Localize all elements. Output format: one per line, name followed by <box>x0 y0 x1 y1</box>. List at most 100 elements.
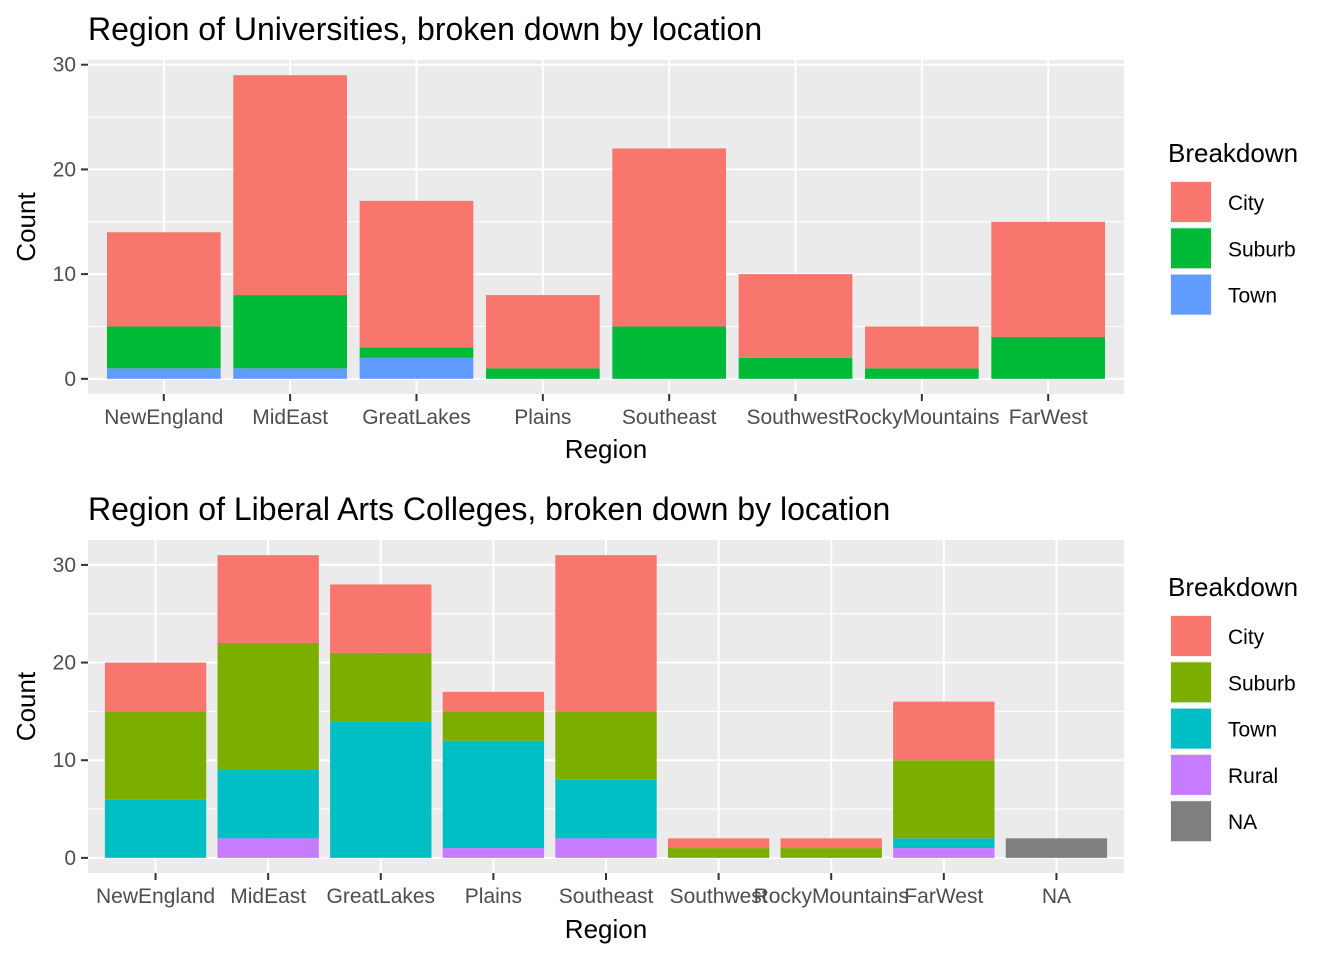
bar-suburb-southeast <box>555 711 657 780</box>
x-tick-label: Southwest <box>746 406 844 429</box>
chart-2: Region of Liberal Arts Colleges, broken … <box>11 491 1298 944</box>
bar-town-mideast <box>233 368 347 379</box>
x-tick-label: NewEngland <box>96 885 215 908</box>
legend-swatch-na <box>1171 801 1211 842</box>
legend-label-town: Town <box>1228 719 1277 742</box>
bar-suburb-mideast <box>217 643 319 770</box>
y-tick-label: 20 <box>53 652 76 675</box>
bar-suburb-newengland <box>106 326 221 369</box>
bar-suburb-southeast <box>612 326 727 379</box>
bar-city-newengland <box>104 662 207 712</box>
legend-label-suburb: Suburb <box>1228 672 1296 695</box>
bar-rural-mideast <box>217 838 319 858</box>
y-tick-label: 30 <box>53 554 76 577</box>
bar-town-newengland <box>104 799 207 858</box>
legend-label-city: City <box>1228 626 1265 649</box>
bar-suburb-rockymountains <box>780 848 882 858</box>
legend-swatch-city <box>1171 182 1211 222</box>
bar-suburb-greatlakes <box>330 652 432 722</box>
y-tick-label: 0 <box>64 847 76 870</box>
legend-label-town: Town <box>1228 285 1277 308</box>
bar-suburb-plains <box>485 368 600 379</box>
bar-city-southeast <box>612 148 727 327</box>
x-tick-label: FarWest <box>904 885 983 908</box>
y-tick-label: 30 <box>53 54 76 77</box>
x-tick-label: MidEast <box>230 885 306 908</box>
bar-city-plains <box>442 691 545 712</box>
x-tick-label: Southwest <box>670 885 768 908</box>
legend-swatch-city <box>1171 616 1211 656</box>
bar-town-plains <box>442 740 545 849</box>
legend-label-suburb: Suburb <box>1228 238 1296 261</box>
bar-suburb-newengland <box>104 711 207 800</box>
chart-title: Region of Liberal Arts Colleges, broken … <box>88 491 890 527</box>
y-tick-label: 10 <box>53 749 76 772</box>
y-tick-label: 10 <box>53 263 76 286</box>
legend-swatch-town <box>1171 274 1211 315</box>
bar-city-newengland <box>106 232 221 327</box>
bar-suburb-rockymountains <box>865 368 979 379</box>
bar-city-mideast <box>217 555 319 644</box>
x-tick-label: Plains <box>465 885 522 908</box>
y-tick-label: 0 <box>64 368 76 391</box>
bar-town-greatlakes <box>330 721 432 858</box>
bar-city-farwest <box>991 221 1106 337</box>
bar-suburb-southwest <box>738 357 853 379</box>
bar-suburb-mideast <box>233 295 347 369</box>
legend: Breakdown City Suburb Town Rural NA <box>1168 572 1298 843</box>
legend-label-city: City <box>1228 192 1265 215</box>
legend-title: Breakdown <box>1168 138 1298 168</box>
x-tick-label: RockyMountains <box>754 885 909 908</box>
bar-na-na <box>1005 838 1108 858</box>
legend-label-na: NA <box>1228 811 1257 834</box>
chart-1: Region of Universities, broken down by l… <box>11 11 1298 464</box>
bar-city-farwest <box>893 701 995 761</box>
bar-city-rockymountains <box>780 838 882 849</box>
bar-rural-southeast <box>555 838 657 858</box>
x-tick-label: MidEast <box>252 406 328 429</box>
legend: Breakdown City Suburb Town <box>1168 138 1298 316</box>
bar-city-greatlakes <box>359 200 474 348</box>
bar-city-mideast <box>233 75 347 296</box>
bar-town-greatlakes <box>359 357 474 379</box>
x-tick-label: Plains <box>514 406 571 429</box>
x-tick-label: NewEngland <box>104 406 223 429</box>
bar-town-mideast <box>217 769 319 839</box>
bar-city-plains <box>485 295 600 369</box>
chart-title: Region of Universities, broken down by l… <box>88 11 762 47</box>
legend-label-rural: Rural <box>1228 765 1278 788</box>
legend-swatch-suburb <box>1171 228 1211 269</box>
bar-town-southeast <box>555 779 657 839</box>
x-tick-label: RockyMountains <box>844 406 999 429</box>
bar-suburb-farwest <box>893 760 995 839</box>
legend-swatch-suburb <box>1171 662 1211 703</box>
bar-town-newengland <box>106 368 221 379</box>
x-tick-label: NA <box>1042 885 1071 908</box>
bar-city-southwest <box>738 274 853 358</box>
bar-city-southwest <box>667 838 770 849</box>
bar-suburb-southwest <box>667 848 770 858</box>
legend-swatch-rural <box>1171 754 1211 795</box>
bar-suburb-greatlakes <box>359 347 474 358</box>
x-axis-title: Region <box>565 914 647 944</box>
x-tick-label: Southeast <box>622 406 717 429</box>
y-axis-title: Count <box>11 671 41 741</box>
bar-city-rockymountains <box>865 326 979 369</box>
bar-town-farwest <box>893 838 995 849</box>
y-tick-label: 20 <box>53 158 76 181</box>
bar-suburb-farwest <box>991 336 1106 379</box>
x-tick-label: GreatLakes <box>327 885 436 908</box>
x-axis-title: Region <box>565 434 647 464</box>
bar-city-southeast <box>555 555 657 712</box>
legend-swatch-town <box>1171 708 1211 749</box>
bar-city-greatlakes <box>330 584 432 653</box>
bar-suburb-plains <box>442 711 545 741</box>
x-tick-label: FarWest <box>1009 406 1088 429</box>
bar-rural-farwest <box>893 848 995 858</box>
bar-rural-plains <box>442 848 545 858</box>
legend-title: Breakdown <box>1168 572 1298 602</box>
x-tick-label: GreatLakes <box>362 406 471 429</box>
y-axis-title: Count <box>11 192 41 262</box>
